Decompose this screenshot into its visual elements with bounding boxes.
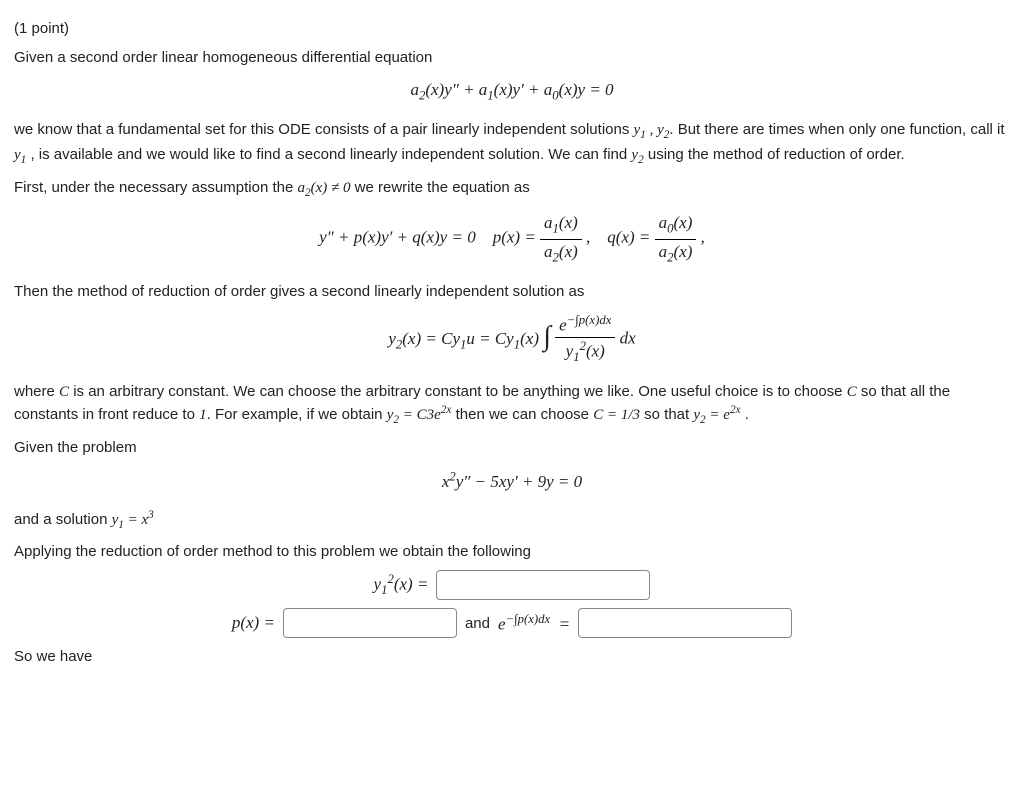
paragraph-fundamental-set: we know that a fundamental set for this … (14, 119, 1010, 169)
label-exp: e−∫p(x)dx = (498, 611, 570, 636)
intro-text: Given a second order linear homogeneous … (14, 47, 1010, 68)
paragraph-assumption: First, under the necessary assumption th… (14, 177, 1010, 202)
label-y1sq: y12(x) = (374, 571, 429, 600)
input-exp[interactable] (578, 608, 792, 638)
row-px-exp: p(x) = and e−∫p(x)dx = (14, 608, 1010, 638)
points-label: (1 point) (14, 18, 1010, 39)
row-y1sq: y12(x) = (14, 570, 1010, 600)
and-solution: and a solution y1 = x3 (14, 508, 1010, 534)
given-problem-label: Given the problem (14, 437, 1010, 458)
applying-text: Applying the reduction of order method t… (14, 541, 1010, 562)
paragraph-reduction: Then the method of reduction of order gi… (14, 281, 1010, 302)
so-we-have: So we have (14, 646, 1010, 667)
label-px: p(x) = (232, 611, 275, 635)
equation-problem: x2y″ − 5xy′ + 9y = 0 (14, 468, 1010, 493)
equation-main: a2(x)y″ + a1(x)y′ + a0(x)y = 0 (14, 78, 1010, 105)
equation-reduction: y2(x) = Cy1u = Cy1(x) ∫ e−∫p(x)dxy12(x) … (14, 312, 1010, 367)
input-px[interactable] (283, 608, 457, 638)
label-and: and (465, 613, 490, 634)
input-y1sq[interactable] (436, 570, 650, 600)
equation-pq: y″ + p(x)y′ + q(x)y = 0 p(x) = a1(x)a2(x… (14, 211, 1010, 266)
paragraph-constant: where C is an arbitrary constant. We can… (14, 381, 1010, 429)
